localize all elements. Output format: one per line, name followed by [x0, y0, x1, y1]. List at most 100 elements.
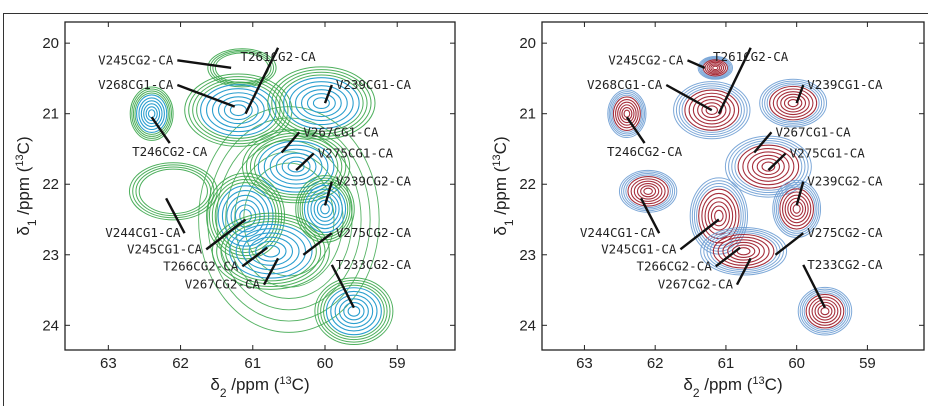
y-tick-label: 22	[42, 176, 59, 193]
peak-inner-contour	[731, 244, 756, 258]
peak-inner-contour	[619, 104, 635, 124]
peak	[700, 226, 788, 276]
peak-inner-contour	[310, 192, 340, 226]
peak-inner-contour	[776, 91, 810, 116]
leader-line	[330, 264, 355, 309]
peak-outer-contour	[728, 137, 809, 196]
peak-annotation: V239CG1-CA	[323, 77, 412, 104]
peak-outer-contour	[691, 180, 746, 252]
peak-inner-contour	[643, 187, 653, 195]
peak-inner-contour	[706, 61, 725, 74]
peak-outer-contour	[675, 83, 748, 138]
envelope-contour	[207, 117, 371, 322]
peak-inner-contour	[684, 89, 740, 131]
peak-outer-contour	[764, 82, 823, 124]
leader-line	[795, 84, 805, 104]
peak-inner-contour	[808, 296, 842, 326]
peak-inner-contour	[792, 204, 801, 214]
peak-inner-contour	[627, 175, 669, 207]
peak-outer-contour	[314, 277, 394, 346]
peak-outer-contour	[696, 185, 742, 247]
peak-outer-contour	[135, 166, 212, 217]
peak-inner-contour	[617, 101, 637, 126]
right-contour-plot: 63 62 61 60 59 20 21 22 23 24 δ2 /ppm (13C) δ1 /ppm…	[491, 21, 925, 400]
peak-inner-contour	[747, 151, 790, 182]
peak-annotation: V267CG2-CA	[185, 257, 280, 292]
leader-line	[295, 152, 315, 172]
peak-outer-contour	[700, 226, 788, 276]
peak	[607, 89, 647, 139]
top-border	[3, 13, 928, 14]
leader-line	[639, 197, 661, 234]
peak-inner-contour	[313, 196, 337, 222]
peak-outer-contour	[681, 87, 742, 133]
peak-annotation: V268CG1-CA	[587, 77, 713, 112]
peak-inner-contour	[712, 233, 775, 269]
peak-inner-contour	[781, 191, 812, 227]
envelope-contour	[198, 106, 380, 333]
peak	[724, 135, 812, 198]
peak	[772, 179, 822, 238]
peak-inner-contour	[717, 236, 770, 266]
peak-inner-contour	[211, 92, 265, 129]
contour-layer	[128, 48, 394, 346]
peak-inner-contour	[761, 161, 776, 172]
peak-annotation: V267CG2-CA	[658, 257, 752, 292]
peak-annotation: T266CG2-CA	[163, 246, 268, 273]
peak-label: V275CG1-CA	[790, 145, 866, 160]
x-tick-label: 61	[718, 355, 735, 372]
peak-inner-contour	[206, 88, 271, 133]
x-tick-label: 59	[859, 355, 876, 372]
peak-outer-contour	[766, 84, 820, 123]
peak-inner-contour	[623, 109, 631, 118]
peak-inner-contour	[814, 301, 836, 321]
peak-annotation: T233CG2-CA	[330, 257, 412, 309]
y-tick-label: 23	[42, 247, 59, 264]
peak-label: T246CG2-CA	[132, 144, 208, 159]
peak-inner-contour	[300, 89, 342, 118]
peak-inner-contour	[229, 223, 313, 279]
peak-outer-contour	[212, 51, 272, 85]
leader-line	[717, 47, 752, 115]
peak-inner-contour	[303, 184, 347, 233]
leader-line	[735, 257, 752, 286]
peak-inner-contour	[325, 287, 382, 336]
y-tick-label: 21	[519, 106, 536, 123]
peak-outer-contour	[196, 81, 281, 139]
peak-inner-contour	[217, 96, 259, 125]
peak-inner-contour	[692, 95, 731, 125]
peak	[673, 81, 751, 140]
peak-label: V245CG2-CA	[608, 52, 684, 67]
x-tick-label: 60	[788, 355, 805, 372]
leader-line	[774, 232, 805, 256]
leader-line	[687, 59, 706, 69]
leader-line	[280, 131, 301, 154]
peak-annotation: T261CG2-CA	[240, 47, 316, 115]
peak-inner-contour	[811, 299, 839, 324]
peak-inner-contour	[633, 180, 663, 202]
peak-inner-contour	[306, 93, 336, 114]
peak-inner-contour	[338, 298, 369, 325]
peak-outer-contour	[138, 168, 208, 215]
peak-inner-contour	[289, 81, 354, 126]
left-contour-plot: 63 62 61 60 59 20 21 22 23 24 δ2 /ppm (13C) δ1 /ppm…	[14, 21, 456, 400]
peak-label: V244CG1-CA	[105, 225, 181, 240]
peak-inner-contour	[612, 96, 641, 132]
peak-outer-contour	[211, 212, 330, 290]
peak-inner-contour	[269, 148, 323, 185]
peak-inner-contour	[147, 109, 156, 119]
peak-annotation: V239CG2-CA	[323, 174, 412, 206]
envelope-contour	[216, 128, 362, 311]
peak-outer-contour	[625, 174, 671, 209]
peak-inner-contour	[820, 307, 830, 316]
leader-line	[679, 218, 720, 251]
peak-label: V245CG1-CA	[127, 241, 203, 256]
peak-outer-contour	[799, 288, 851, 334]
leader-line	[767, 152, 787, 171]
leader-line	[323, 84, 333, 104]
peak	[797, 286, 853, 336]
peak-inner-contour	[136, 94, 168, 134]
peak-inner-contour	[737, 144, 800, 189]
peak-inner-contour	[257, 140, 335, 193]
peak-outer-contour	[132, 90, 171, 137]
